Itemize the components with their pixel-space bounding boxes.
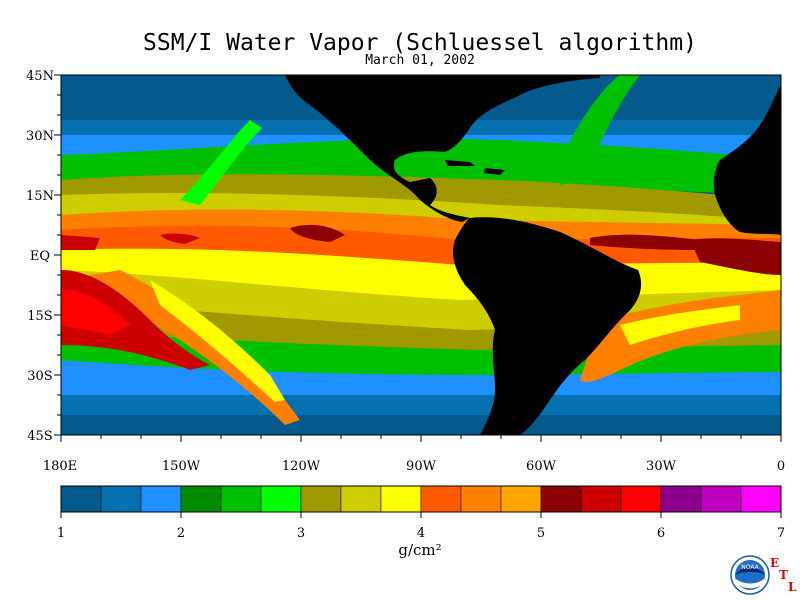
colorbar-swatch — [420, 485, 462, 513]
colorbar-swatch — [700, 485, 742, 513]
lat-label: 15S — [27, 309, 52, 324]
lon-axis: 180E 150W 120W 90W 60W 30W 0 — [43, 435, 785, 474]
etl-letter-t: T — [779, 568, 788, 582]
colorbar-swatch — [300, 485, 342, 513]
lat-label: 45N — [26, 69, 54, 84]
colorbar-swatch — [340, 485, 382, 513]
colorbar-swatch — [460, 485, 502, 513]
colorbar-swatch — [540, 485, 582, 513]
colorbar-tick-label: 5 — [537, 526, 545, 541]
colorbar-swatch — [100, 485, 142, 513]
lon-label: 90W — [406, 459, 437, 474]
colorbar-swatch — [580, 485, 622, 513]
noaa-logo: NOAA — [730, 555, 770, 595]
lat-label: 15N — [26, 189, 54, 204]
land-masses — [285, 75, 781, 435]
map-title: SSM/I Water Vapor (Schluessel algorithm) — [143, 30, 697, 56]
lon-label: 0 — [777, 459, 785, 474]
lat-label: 45S — [27, 429, 52, 444]
colorbar-swatch — [740, 485, 782, 513]
colorbar-swatch — [380, 485, 422, 513]
colorbar: 1 2 3 4 5 6 7 — [57, 485, 785, 541]
map-date: March 01, 2002 — [365, 53, 475, 68]
colorbar-swatch — [60, 485, 102, 513]
etl-letter-e: E — [770, 556, 780, 570]
colorbar-tick-label: 4 — [417, 526, 425, 541]
colorbar-swatch — [220, 485, 262, 513]
lon-label: 30W — [646, 459, 677, 474]
colorbar-swatch — [500, 485, 542, 513]
colorbar-tick-label: 6 — [657, 526, 665, 541]
caribbean-islands — [445, 160, 505, 175]
noaa-logo-text: NOAA — [741, 564, 759, 571]
colorbar-tick-label: 1 — [57, 526, 65, 541]
lon-label: 180E — [43, 459, 77, 474]
lon-label: 150W — [162, 459, 201, 474]
lat-axis: 45N 30N 15N EQ 15S 30S 45S — [26, 69, 61, 444]
colorbar-tick-label: 3 — [297, 526, 305, 541]
colorbar-swatch — [180, 485, 222, 513]
south-america-land — [453, 217, 642, 435]
colorbar-swatch — [260, 485, 302, 513]
colorbar-swatch — [660, 485, 702, 513]
lon-label: 120W — [282, 459, 321, 474]
north-america-land — [285, 75, 600, 222]
africa-europe-land — [713, 85, 781, 235]
colorbar-tick-label: 2 — [177, 526, 185, 541]
etl-letter-l: L — [788, 580, 797, 594]
lat-label: 30S — [27, 369, 52, 384]
lon-label: 60W — [526, 459, 557, 474]
colorbar-tick-label: 7 — [777, 526, 785, 541]
colorbar-swatch — [620, 485, 662, 513]
lat-label: EQ — [30, 249, 50, 264]
colorbar-swatch — [140, 485, 182, 513]
colorbar-unit: g/cm² — [398, 541, 442, 559]
lat-label: 30N — [26, 129, 54, 144]
